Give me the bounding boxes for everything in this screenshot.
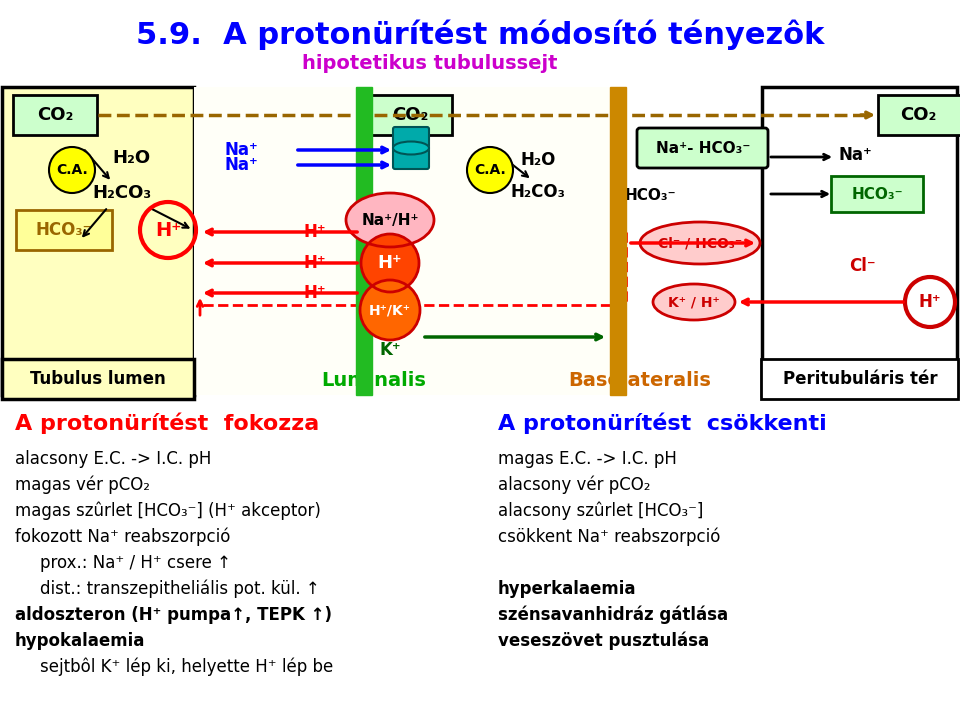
FancyBboxPatch shape (878, 95, 960, 135)
Text: HCO₃⁻: HCO₃⁻ (36, 221, 92, 239)
Text: C.A.: C.A. (56, 163, 88, 177)
Circle shape (361, 234, 419, 292)
Text: HCO₃⁻: HCO₃⁻ (852, 186, 902, 201)
FancyBboxPatch shape (16, 210, 112, 250)
Text: csökkent Na⁺ reabszorpció: csökkent Na⁺ reabszorpció (498, 528, 720, 546)
FancyBboxPatch shape (762, 87, 957, 395)
Text: Na⁺- HCO₃⁻: Na⁺- HCO₃⁻ (656, 141, 750, 156)
Ellipse shape (653, 284, 735, 320)
Text: H⁺/K⁺: H⁺/K⁺ (369, 303, 411, 317)
Text: alacsony vér pCO₂: alacsony vér pCO₂ (498, 476, 651, 495)
Text: prox.: Na⁺ / H⁺ csere ↑: prox.: Na⁺ / H⁺ csere ↑ (40, 554, 231, 572)
Text: H⁺: H⁺ (303, 284, 326, 302)
Text: H⁺: H⁺ (155, 221, 181, 239)
Text: alacsony E.C. -> I.C. pH: alacsony E.C. -> I.C. pH (15, 450, 211, 468)
Text: Basolateralis: Basolateralis (568, 371, 711, 390)
Bar (610, 87, 626, 395)
Text: hyperkalaemia: hyperkalaemia (498, 580, 636, 598)
FancyBboxPatch shape (393, 127, 429, 169)
FancyBboxPatch shape (2, 359, 194, 399)
Text: 5.9.  A protonürítést módosító tényezôk: 5.9. A protonürítést módosító tényezôk (135, 20, 825, 50)
Text: fokozott Na⁺ reabszorpció: fokozott Na⁺ reabszorpció (15, 528, 230, 546)
Text: Na⁺: Na⁺ (225, 156, 258, 174)
FancyBboxPatch shape (761, 359, 958, 399)
FancyBboxPatch shape (368, 95, 452, 135)
Text: magas E.C. -> I.C. pH: magas E.C. -> I.C. pH (498, 450, 677, 468)
FancyBboxPatch shape (2, 87, 194, 395)
Text: K⁺: K⁺ (379, 341, 401, 359)
Text: magas szûrlet [HCO₃⁻] (H⁺ akceptor): magas szûrlet [HCO₃⁻] (H⁺ akceptor) (15, 502, 321, 521)
Text: Na⁺: Na⁺ (225, 141, 258, 159)
Text: CO₂: CO₂ (36, 106, 73, 124)
Text: H⁺: H⁺ (303, 223, 326, 241)
Text: Na⁺: Na⁺ (838, 146, 872, 164)
Text: Peritubuláris tér: Peritubuláris tér (782, 370, 937, 388)
Text: Cl⁻ / HCO₃⁻: Cl⁻ / HCO₃⁻ (658, 236, 742, 250)
Text: A protonürítést  csökkenti: A protonürítést csökkenti (498, 412, 827, 433)
Text: Cl⁻: Cl⁻ (849, 257, 876, 275)
Circle shape (360, 280, 420, 340)
Text: H₂O: H₂O (520, 151, 556, 169)
Text: magas vér pCO₂: magas vér pCO₂ (15, 476, 150, 495)
Text: sejtbôl K⁺ lép ki, helyette H⁺ lép be: sejtbôl K⁺ lép ki, helyette H⁺ lép be (40, 658, 333, 676)
Text: Na⁺/H⁺: Na⁺/H⁺ (361, 213, 419, 228)
Text: Tubulus lumen: Tubulus lumen (30, 370, 166, 388)
Text: CO₂: CO₂ (900, 106, 936, 124)
Text: HCO₃⁻: HCO₃⁻ (625, 188, 677, 203)
Text: H⁺: H⁺ (303, 254, 326, 272)
Text: H⁺: H⁺ (919, 293, 942, 311)
Text: dist.: transzepitheliális pot. kül. ↑: dist.: transzepitheliális pot. kül. ↑ (40, 580, 320, 598)
Text: A protonürítést  fokozza: A protonürítést fokozza (15, 412, 320, 433)
Text: hipotetikus tubulussejt: hipotetikus tubulussejt (302, 54, 558, 73)
FancyBboxPatch shape (637, 128, 768, 168)
FancyBboxPatch shape (13, 95, 97, 135)
Text: H⁺: H⁺ (377, 254, 402, 272)
Text: alacsony szûrlet [HCO₃⁻]: alacsony szûrlet [HCO₃⁻] (498, 502, 704, 521)
Text: aldoszteron (H⁺ pumpa↑, TEPK ↑): aldoszteron (H⁺ pumpa↑, TEPK ↑) (15, 606, 332, 624)
Ellipse shape (640, 222, 760, 264)
Ellipse shape (346, 193, 434, 247)
Text: CO₂: CO₂ (392, 106, 428, 124)
Circle shape (49, 147, 95, 193)
Text: veseszövet pusztulása: veseszövet pusztulása (498, 632, 709, 650)
FancyBboxPatch shape (831, 176, 923, 212)
Bar (356, 87, 372, 395)
Text: Luminalis: Luminalis (322, 371, 426, 390)
Text: H₂CO₃: H₂CO₃ (510, 183, 564, 201)
Text: hypokalaemia: hypokalaemia (15, 632, 145, 650)
Bar (194, 87, 612, 395)
Text: C.A.: C.A. (474, 163, 506, 177)
Circle shape (467, 147, 513, 193)
Text: H₂CO₃: H₂CO₃ (92, 184, 151, 202)
Text: H₂O: H₂O (112, 149, 150, 167)
Text: K⁺ / H⁺: K⁺ / H⁺ (668, 295, 720, 309)
Text: szénsavanhidráz gátlása: szénsavanhidráz gátlása (498, 606, 728, 625)
Ellipse shape (393, 141, 429, 154)
